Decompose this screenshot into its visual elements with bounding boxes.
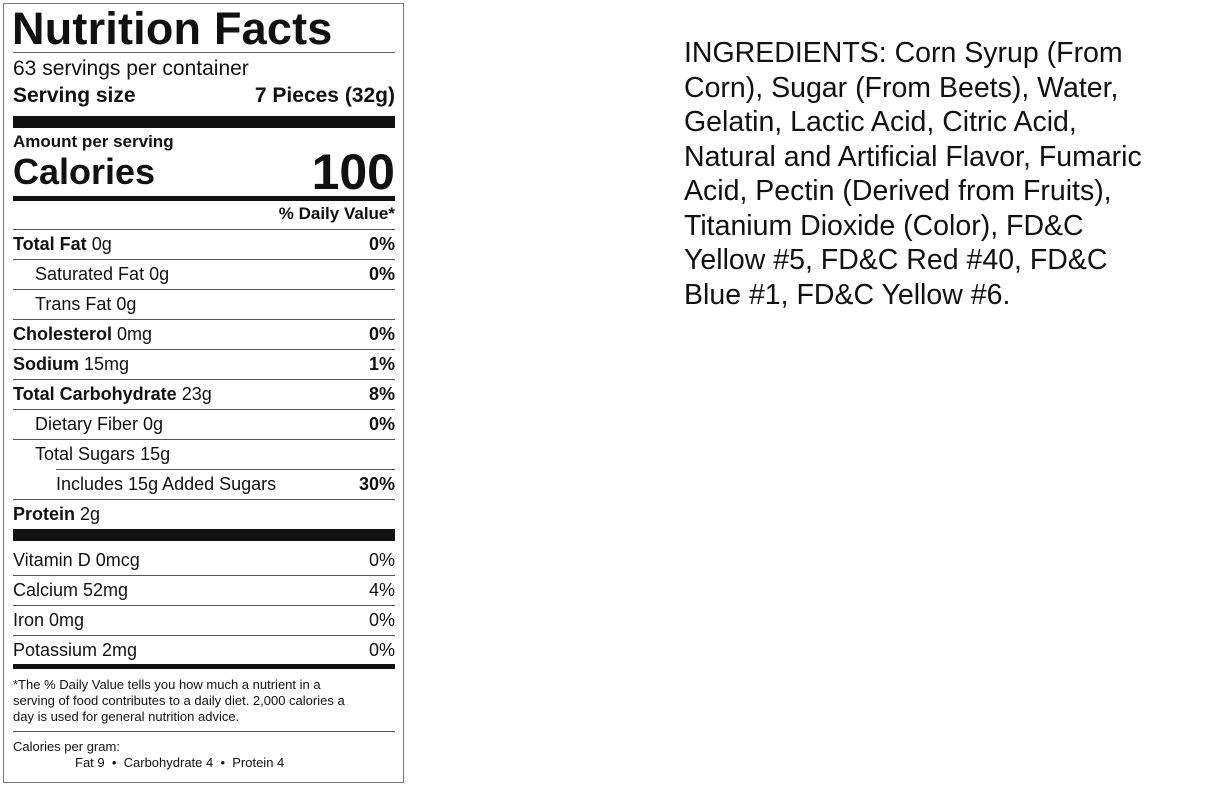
nutrient-dv: 30% bbox=[358, 474, 395, 494]
nutrient-row: Saturated Fat 0g 0% bbox=[13, 259, 395, 289]
ingredients-line: Natural and Artificial Flavor, Fumaric bbox=[684, 140, 1142, 173]
nutrient-name: Sodium bbox=[13, 354, 79, 374]
nutrient-row: Trans Fat 0g bbox=[13, 289, 395, 319]
divider bbox=[13, 731, 395, 732]
nutrient-dv: 1% bbox=[368, 354, 395, 374]
nutrient-name: Total Sugars bbox=[35, 444, 136, 464]
vitamin-row: Vitamin D 0mcg 0% bbox=[13, 545, 395, 575]
label-title: Nutrition Facts bbox=[12, 3, 333, 54]
nutrient-dv: 0% bbox=[368, 414, 395, 434]
nutrient-amount: 0g bbox=[143, 414, 164, 434]
nutrient-row: Sodium 15mg 1% bbox=[13, 349, 395, 379]
nutrient-name: Trans Fat bbox=[35, 294, 112, 314]
vitamin-row: Calcium 52mg 4% bbox=[13, 575, 395, 605]
medium-divider bbox=[13, 664, 395, 669]
nutrition-facts-label: Nutrition Facts 63 servings per containe… bbox=[3, 3, 404, 783]
footnote-line: day is used for general nutrition advice… bbox=[13, 709, 240, 724]
vitamin-name: Vitamin D 0mcg bbox=[13, 549, 140, 570]
nutrient-name: Dietary Fiber bbox=[35, 414, 139, 434]
nutrient-row: Total Sugars 15g bbox=[13, 439, 395, 469]
divider bbox=[13, 52, 395, 53]
serving-size-label: Serving size bbox=[13, 84, 136, 107]
footnote-line: serving of food contributes to a daily d… bbox=[13, 693, 345, 708]
vitamin-dv: 0% bbox=[368, 610, 395, 630]
ingredients-line: Gelatin, Lactic Acid, Citric Acid, bbox=[684, 106, 1077, 138]
nutrient-amount: 0mg bbox=[117, 324, 153, 344]
nutrient-amount: 2g bbox=[80, 504, 101, 524]
ingredients-line: Acid, Pectin (Derived from Fruits), bbox=[684, 175, 1112, 207]
footnote-line: *The % Daily Value tells you how much a … bbox=[13, 677, 321, 692]
nutrient-name: Total Carbohydrate bbox=[13, 384, 177, 404]
nutrient-amount: 15mg bbox=[84, 354, 130, 374]
ingredients-line: Corn), Sugar (From Beets), Water, bbox=[684, 71, 1119, 104]
vitamin-dv: 0% bbox=[368, 640, 395, 660]
nutrient-row: Total Carbohydrate 23g 8% bbox=[13, 379, 395, 409]
nutrient-row: Includes 15g Added Sugars 30% bbox=[56, 469, 395, 499]
vitamin-row: Potassium 2mg 0% bbox=[13, 635, 395, 665]
calories-label: Calories bbox=[13, 151, 156, 192]
nutrient-row: Dietary Fiber 0g 0% bbox=[13, 409, 395, 439]
nutrient-amount: 0g bbox=[149, 264, 170, 284]
ingredients-line: Yellow #5, FD&C Red #40, FD&C bbox=[684, 244, 1108, 276]
nutrient-amount: 0g bbox=[116, 294, 137, 314]
ingredients-text: INGREDIENTS: Corn Syrup (From Corn), Sug… bbox=[684, 36, 1142, 312]
serving-size-value: 7 Pieces (32g) bbox=[254, 84, 395, 107]
vitamin-name: Potassium 2mg bbox=[13, 640, 138, 660]
ingredients-line: Blue #1, FD&C Yellow #6. bbox=[684, 278, 1011, 311]
thick-divider bbox=[13, 529, 395, 541]
calories-value: 100 bbox=[311, 144, 395, 200]
daily-value-header: % Daily Value* bbox=[278, 204, 395, 223]
nutrient-dv: 0% bbox=[368, 264, 395, 284]
nutrient-name: Saturated Fat bbox=[35, 264, 145, 284]
medium-divider bbox=[13, 196, 395, 201]
nutrient-row: Total Fat 0g 0% bbox=[13, 229, 395, 259]
calories-row: Calories 100 bbox=[13, 144, 395, 200]
vitamin-row: Iron 0mg 0% bbox=[13, 605, 395, 635]
serving-size-row: Serving size 7 Pieces (32g) bbox=[13, 84, 395, 108]
amount-per-serving: Amount per serving bbox=[13, 132, 174, 151]
vitamin-dv: 4% bbox=[368, 580, 395, 600]
nutrient-row: Cholesterol 0mg 0% bbox=[13, 319, 395, 349]
ingredients-line: INGREDIENTS: Corn Syrup (From bbox=[684, 37, 1123, 69]
vitamin-name: Calcium 52mg bbox=[13, 580, 129, 600]
nutrient-amount: 0g bbox=[91, 234, 112, 254]
nutrient-amount: 23g bbox=[181, 384, 212, 404]
servings-per-container: 63 servings per container bbox=[13, 57, 249, 80]
vitamin-dv: 0% bbox=[368, 549, 395, 570]
nutrient-dv: 8% bbox=[368, 384, 395, 404]
vitamin-name: Iron 0mg bbox=[13, 610, 85, 630]
nutrient-amount: 15g bbox=[140, 444, 171, 464]
nutrient-name: Protein bbox=[13, 504, 76, 524]
nutrient-name: Includes 15g Added Sugars bbox=[56, 474, 277, 494]
thick-divider bbox=[13, 116, 395, 128]
calories-per-gram: Fat 9 • Carbohydrate 4 • Protein 4 bbox=[75, 755, 285, 770]
nutrient-dv: 0% bbox=[368, 324, 395, 344]
nutrient-name: Total Fat bbox=[13, 234, 87, 254]
nutrient-dv: 0% bbox=[368, 234, 395, 254]
calories-per-gram-label: Calories per gram: bbox=[13, 739, 120, 754]
footnote: *The % Daily Value tells you how much a … bbox=[13, 677, 345, 725]
nutrient-name: Cholesterol bbox=[13, 324, 113, 344]
nutrient-row: Protein 2g bbox=[13, 499, 395, 529]
ingredients-line: Titanium Dioxide (Color), FD&C bbox=[684, 209, 1084, 242]
